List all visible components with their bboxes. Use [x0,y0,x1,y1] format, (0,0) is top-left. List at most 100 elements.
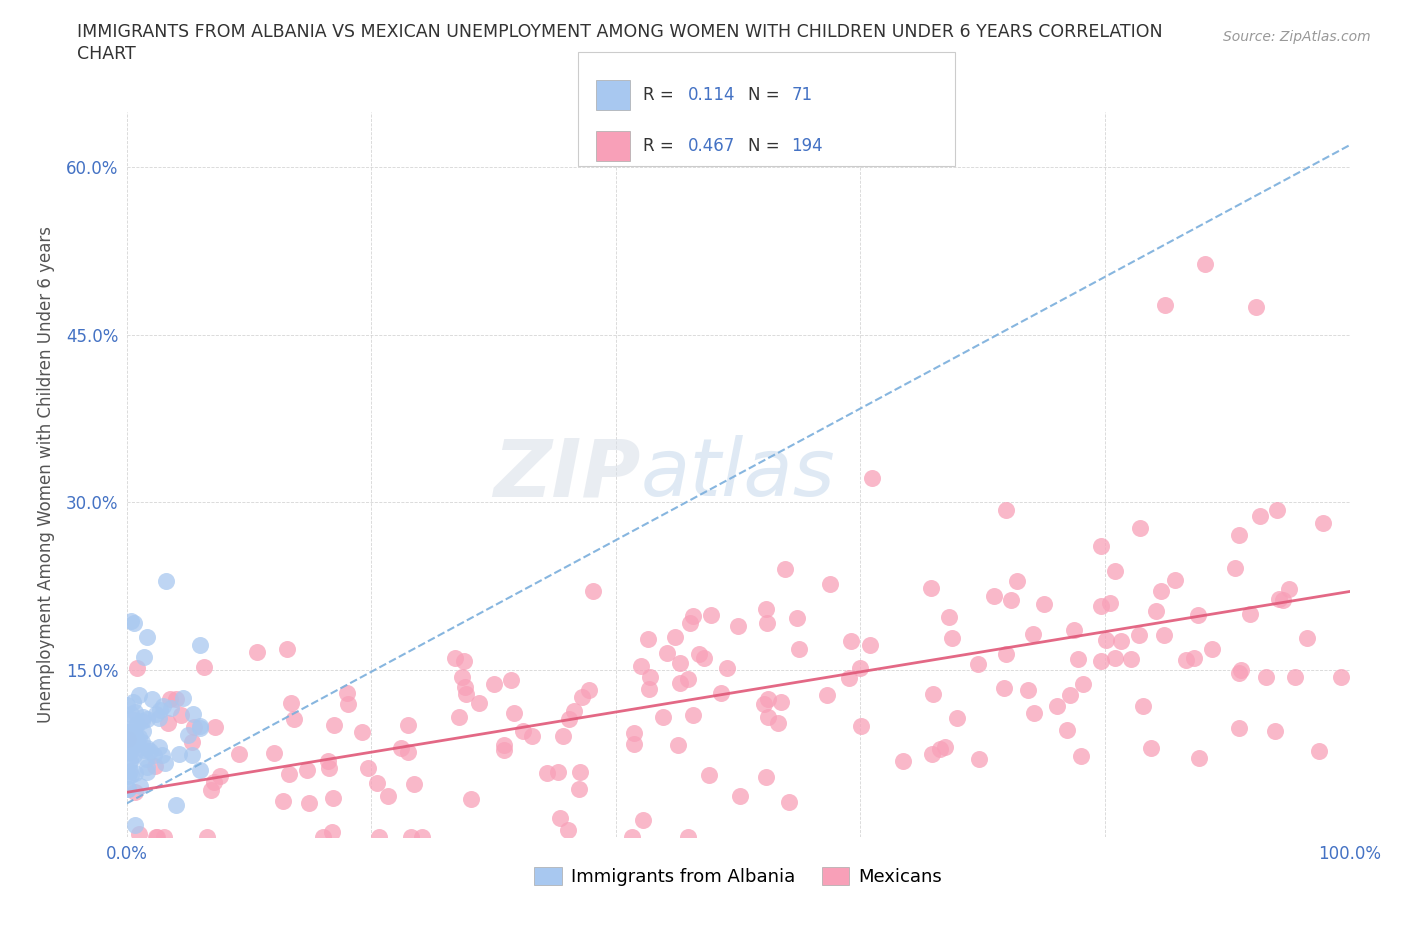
Point [117,741,139,756]
Point [1059,688,1081,703]
Point [131,734,153,749]
Point [170,707,193,722]
Point [666,737,689,752]
Point [118,764,141,778]
Point [578,683,600,698]
Point [377,789,399,804]
Point [1104,564,1126,578]
Point [122,616,145,631]
Point [1154,298,1177,312]
Point [838,671,860,686]
Point [1000,593,1022,608]
Point [131,713,153,728]
Point [200,782,222,797]
Point [934,739,956,754]
Point [499,673,522,688]
Point [181,707,204,722]
Point [121,725,143,740]
Point [1267,591,1289,606]
Point [688,646,710,661]
Point [295,763,318,777]
Point [115,698,138,712]
Point [155,573,177,588]
Point [1073,676,1095,691]
Point [131,724,153,738]
Text: atlas: atlas [640,435,835,513]
Point [337,697,360,711]
Point [995,646,1018,661]
Point [128,827,150,842]
Point [920,580,942,595]
Point [165,691,187,706]
Point [860,471,883,485]
Point [786,611,808,626]
Point [411,830,433,844]
Point [120,741,142,756]
Text: R =: R = [643,86,679,104]
Point [128,688,150,703]
Point [124,726,146,741]
Text: 71: 71 [792,86,813,104]
Point [135,764,157,779]
Point [967,751,990,766]
Point [454,680,477,695]
Point [1225,560,1247,575]
Point [169,746,191,761]
Point [124,765,146,780]
Point [146,830,169,844]
Point [891,754,914,769]
Point [1227,527,1250,542]
Point [655,645,678,660]
Point [172,691,194,706]
Point [188,637,211,652]
Point [637,631,659,646]
Point [623,737,645,751]
Point [246,644,269,659]
Point [120,711,142,726]
Point [148,711,170,725]
Point [208,768,231,783]
Point [571,690,593,705]
Point [136,630,159,644]
Point [651,710,673,724]
Point [188,719,211,734]
Point [135,740,157,755]
Point [1022,706,1045,721]
Point [263,746,285,761]
Point [447,710,470,724]
Point [1265,503,1288,518]
Text: R =: R = [643,137,679,155]
Point [682,707,704,722]
Text: IMMIGRANTS FROM ALBANIA VS MEXICAN UNEMPLOYMENT AMONG WOMEN WITH CHILDREN UNDER : IMMIGRANTS FROM ALBANIA VS MEXICAN UNEMP… [77,23,1163,41]
Point [638,682,661,697]
Point [1022,626,1045,641]
Point [1164,572,1187,587]
Point [141,692,163,707]
Point [124,817,146,832]
Point [669,675,692,690]
Point [135,751,157,766]
Point [188,763,211,777]
Point [311,830,333,844]
Point [668,655,690,670]
Point [177,728,200,743]
Point [503,706,526,721]
Point [773,562,796,577]
Point [766,716,789,731]
Point [1094,633,1116,648]
Point [152,830,174,844]
Point [143,758,166,773]
Point [453,653,475,668]
Point [993,680,1015,695]
Point [117,743,139,758]
Point [122,720,145,735]
Text: N =: N = [748,137,785,155]
Point [1227,665,1250,680]
Point [921,747,943,762]
Point [679,616,702,631]
Point [117,724,139,739]
Point [787,642,810,657]
Point [547,764,569,779]
Point [321,825,343,840]
Point [697,768,720,783]
